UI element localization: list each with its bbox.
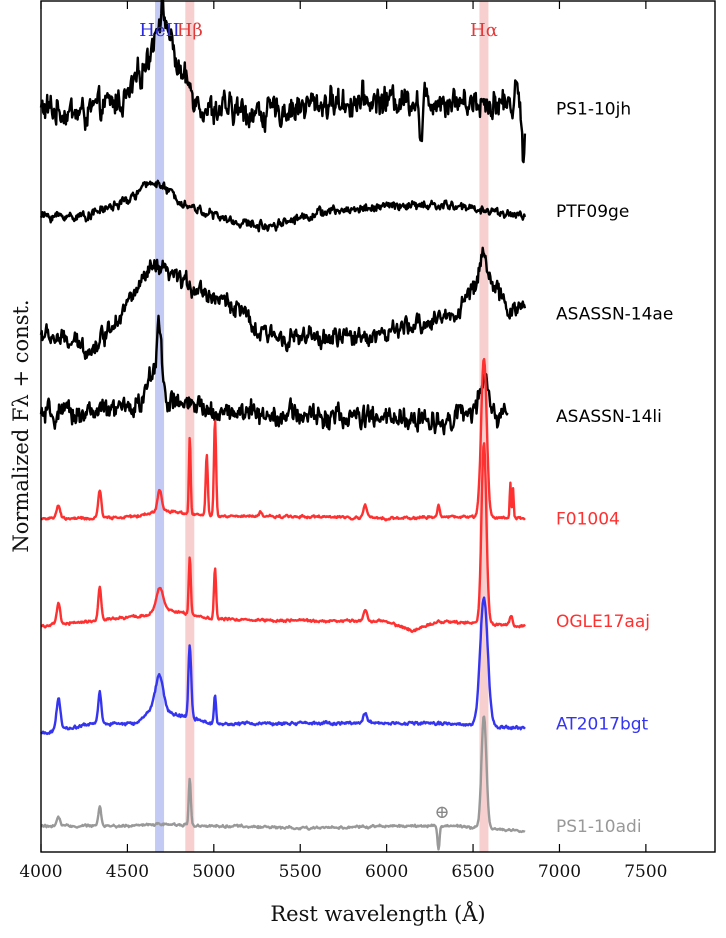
x-tick-label-2: 5000	[192, 862, 235, 882]
x-tick-label-5: 6500	[451, 862, 494, 882]
spectrum-PTF09ge	[39, 179, 527, 233]
band-label-0: HeII	[139, 20, 180, 41]
y-axis-label: Normalized Fλ + const.	[9, 299, 33, 552]
band-1	[185, 1, 195, 852]
spectrum-ASASSN-14li	[39, 314, 509, 436]
x-tick-label-1: 4500	[106, 862, 149, 882]
spectra-lines	[39, 0, 527, 851]
spectrum-PS1-10jh	[39, 0, 527, 164]
object-names: PS1-10jh PTF09ge ASASSN-14ae ASASSN-14li F01…	[556, 100, 673, 838]
series-label-2: ASASSN-14ae	[556, 305, 673, 325]
x-axis-label: Rest wavelength (Å)	[270, 901, 485, 926]
series-label-4: F01004	[556, 510, 620, 530]
spectrum-PS1-10adi	[40, 715, 526, 851]
telluric-marker: ⊕	[434, 802, 449, 823]
emission-line-bands	[155, 1, 489, 852]
plot-frame	[40, 0, 716, 853]
spectrum-ASASSN-14ae	[39, 246, 527, 360]
band-0	[155, 1, 165, 852]
x-tick-label-4: 6000	[365, 862, 408, 882]
x-tick-label-3: 5500	[279, 862, 322, 882]
series-label-0: PS1-10jh	[556, 100, 631, 120]
series-label-3: ASASSN-14li	[556, 407, 662, 427]
x-tick-label-0: 4000	[19, 862, 62, 882]
band-label-2: Hα	[470, 20, 498, 41]
axes-frame	[40, 0, 716, 853]
spectrum-OGLE17aaj	[40, 442, 526, 633]
band-label-1: Hβ	[177, 20, 203, 41]
series-label-6: AT2017bgt	[556, 715, 649, 735]
x-tick-label-7: 7500	[624, 862, 667, 882]
series-label-1: PTF09ge	[556, 202, 629, 222]
x-ticks: 4000 4500 5000 5500 6000 6500 7000 7500	[19, 1, 668, 882]
spectrum-F01004	[40, 357, 526, 522]
series-label-5: OGLE17aaj	[556, 612, 650, 632]
series-label-7: PS1-10adi	[556, 817, 642, 837]
x-tick-label-6: 7000	[538, 862, 581, 882]
band-2	[479, 1, 489, 852]
spectrum-AT2017bgt	[39, 596, 526, 736]
